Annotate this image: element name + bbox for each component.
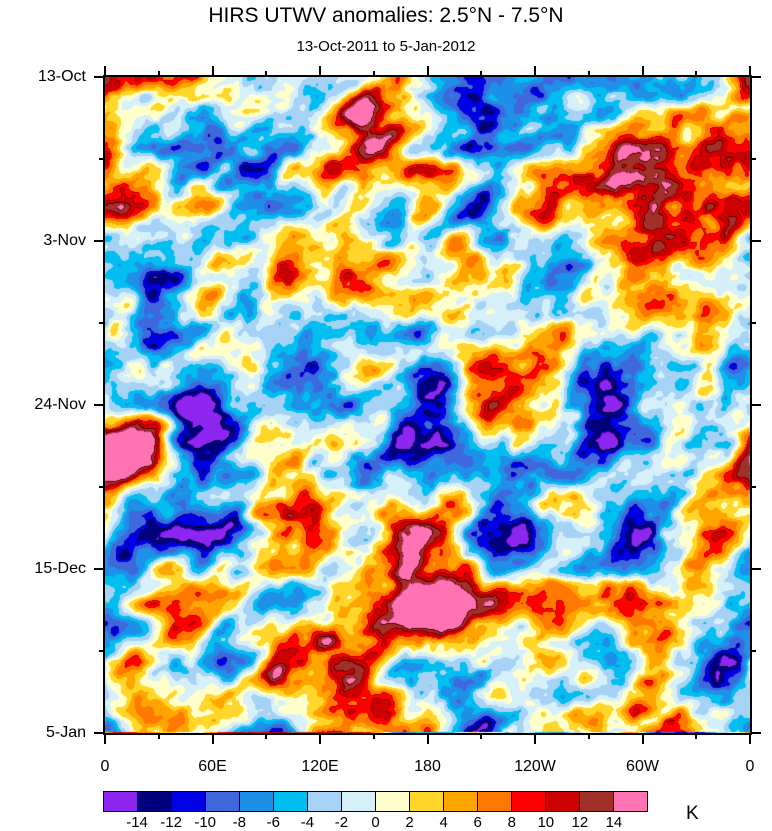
y-axis-major-tick-right [750, 568, 761, 570]
colorbar-tick-label: -14 [126, 814, 148, 831]
x-axis-major-tick-top [319, 66, 321, 77]
y-axis-tick-label: 15-Dec [34, 560, 86, 577]
y-axis-minor-tick [99, 322, 105, 324]
colorbar-swatch [240, 792, 274, 811]
x-axis-major-tick [211, 733, 214, 744]
colorbar-tick-label: -10 [194, 814, 217, 831]
x-axis-minor-tick [265, 733, 268, 739]
y-axis-major-tick-right [750, 404, 761, 406]
x-axis-tick-label: 180 [414, 758, 441, 775]
x-axis-minor-tick [157, 733, 160, 739]
colorbar-swatch [342, 792, 376, 811]
colorbar-tick-label: 6 [473, 814, 482, 831]
x-axis-major-tick-top [749, 66, 751, 77]
anomaly-contour-field [105, 77, 750, 733]
y-axis-major-tick [94, 404, 105, 406]
colorbar-swatch [206, 792, 240, 811]
x-axis-major-tick-top [534, 66, 536, 77]
y-axis-tick-label: 13-Oct [37, 68, 86, 85]
y-axis-tick-label: 5-Jan [45, 724, 86, 741]
x-axis-minor-tick-top [480, 71, 483, 77]
colorbar-swatch [376, 792, 410, 811]
y-axis-tick-label: 24-Nov [34, 396, 86, 413]
y-axis-minor-tick-right [750, 650, 756, 652]
colorbar-tick-label: 8 [507, 814, 516, 831]
colorbar-tick-label: -8 [232, 814, 246, 831]
colorbar-swatch [138, 792, 172, 811]
y-axis-major-tick [94, 568, 105, 570]
colorbar-tick-label: 4 [439, 814, 448, 831]
colorbar-swatch [104, 792, 138, 811]
colorbar-swatch [478, 792, 512, 811]
x-axis-minor-tick-top [265, 71, 268, 77]
y-axis-minor-tick-right [750, 486, 756, 488]
colorbar-swatch [614, 792, 647, 811]
x-axis-major-tick [641, 733, 644, 744]
y-axis-major-tick-right [750, 240, 761, 242]
colorbar-swatch [308, 792, 342, 811]
colorbar-tick-label: 10 [537, 814, 555, 831]
colorbar [103, 791, 648, 812]
colorbar-swatch [512, 792, 546, 811]
y-axis-major-tick-right [750, 732, 761, 734]
x-axis-minor-tick-top [587, 71, 590, 77]
y-axis-minor-tick-right [750, 158, 756, 160]
x-axis-major-tick [104, 733, 106, 744]
x-axis-major-tick [426, 733, 429, 744]
colorbar-swatch [444, 792, 478, 811]
colorbar-swatch [274, 792, 308, 811]
colorbar-tick-label: 2 [405, 814, 414, 831]
y-axis-minor-tick [99, 650, 105, 652]
y-axis-major-tick [94, 240, 105, 242]
y-axis-tick-label: 3-Nov [43, 232, 86, 249]
y-axis-major-tick [94, 76, 105, 78]
x-axis-major-tick [319, 733, 321, 744]
colorbar-tick-label: -6 [266, 814, 280, 831]
colorbar-swatch [580, 792, 614, 811]
x-axis-tick-label: 120W [514, 758, 556, 775]
colorbar-swatch [546, 792, 580, 811]
figure-subtitle: 13-Oct-2011 to 5-Jan-2012 [296, 38, 476, 55]
y-axis-minor-tick-right [750, 322, 756, 324]
x-axis-tick-label: 60W [626, 758, 659, 775]
x-axis-major-tick-top [104, 66, 106, 77]
colorbar-tick-label: 14 [605, 814, 623, 831]
x-axis-minor-tick [372, 733, 375, 739]
colorbar-swatch [172, 792, 206, 811]
colorbar-tick-label: 0 [371, 814, 380, 831]
page-title: HIRS UTWV anomalies: 2.5°N - 7.5°N [208, 4, 564, 27]
x-axis-minor-tick-top [695, 71, 698, 77]
x-axis-major-tick-top [211, 66, 214, 77]
x-axis-minor-tick-top [157, 71, 160, 77]
x-axis-tick-label: 120E [301, 758, 339, 775]
x-axis-major-tick-top [641, 66, 644, 77]
x-axis-tick-label: 0 [745, 758, 755, 775]
colorbar-tick-label: 12 [571, 814, 589, 831]
x-axis-major-tick [534, 733, 536, 744]
hovmoller-plot-area [103, 75, 752, 735]
x-axis-minor-tick-top [372, 71, 375, 77]
y-axis-minor-tick [99, 486, 105, 488]
x-axis-minor-tick [695, 733, 698, 739]
x-axis-major-tick-top [426, 66, 429, 77]
colorbar-unit-label: K [686, 803, 699, 824]
x-axis-major-tick [749, 733, 751, 744]
y-axis-minor-tick [99, 158, 105, 160]
colorbar-tick-label: -12 [160, 814, 182, 831]
colorbar-tick-label: -2 [334, 814, 349, 831]
x-axis-minor-tick [587, 733, 590, 739]
colorbar-tick-label: -4 [300, 814, 315, 831]
x-axis-minor-tick [480, 733, 483, 739]
colorbar-swatch [410, 792, 444, 811]
y-axis-major-tick [94, 732, 105, 734]
x-axis-tick-label: 60E [198, 758, 227, 775]
y-axis-major-tick-right [750, 76, 761, 78]
x-axis-tick-label: 0 [100, 758, 110, 775]
